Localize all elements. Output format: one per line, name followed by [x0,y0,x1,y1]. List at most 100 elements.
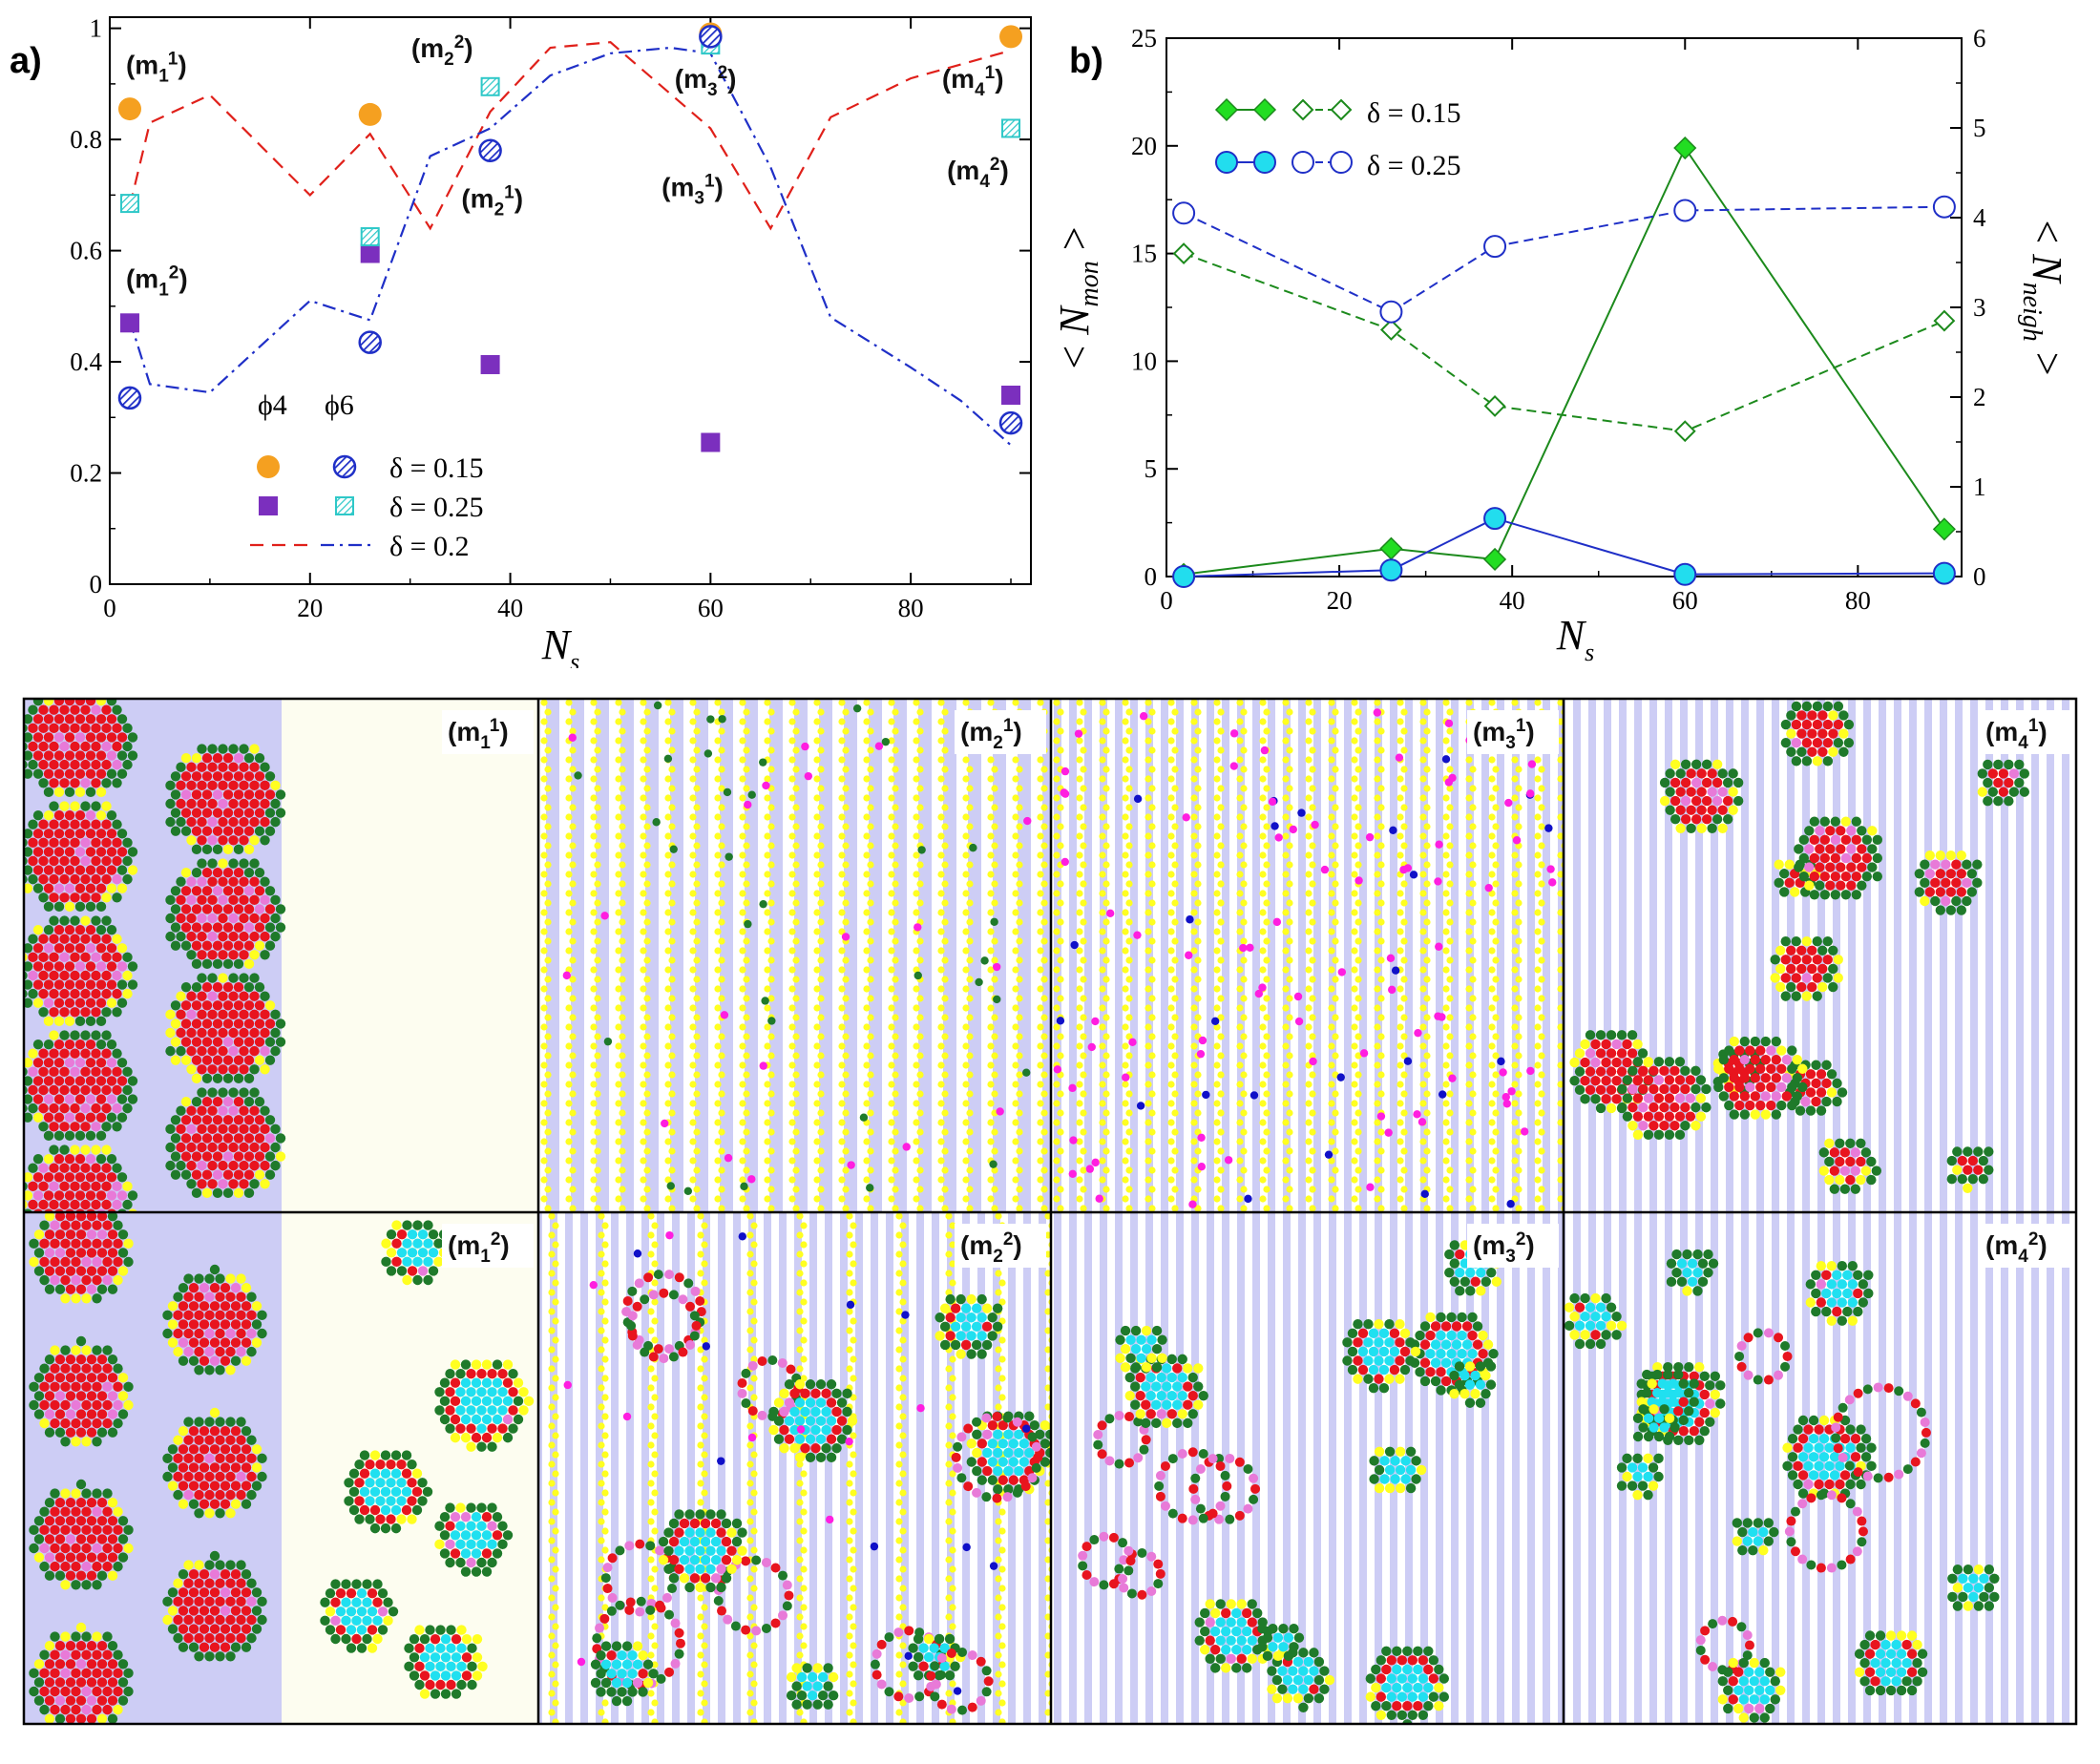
particle [1332,899,1339,907]
particle [1538,1205,1545,1212]
particle [28,1084,38,1096]
particle [64,1094,75,1104]
particle [792,746,800,754]
particle [813,909,821,916]
particle [249,1009,260,1020]
particle [1829,1147,1840,1158]
particle [1377,995,1385,1002]
particle [86,1427,97,1438]
particle [863,1042,871,1050]
particle [1188,1200,1197,1208]
particle [455,1368,466,1379]
particle [739,1061,746,1069]
particle [1729,1073,1739,1083]
particle [64,883,75,893]
particle [492,1359,503,1370]
particle [1400,1205,1408,1212]
particle [1707,768,1717,779]
particle [43,1130,54,1142]
particle [1053,890,1060,897]
legend-marker-phi4-0.25 [259,496,278,515]
particle [212,886,223,896]
particle [1102,918,1110,926]
particle [1099,813,1106,821]
particle [1423,899,1431,907]
particle [112,1007,122,1018]
particle [60,1580,71,1590]
particle [1057,899,1064,907]
particle [194,1596,204,1607]
particle [1167,871,1175,878]
particle [1080,1014,1087,1021]
particle [1354,1052,1362,1060]
data-point-2-1 [1379,558,1403,582]
particle [1956,887,1967,897]
particle [1664,1075,1675,1085]
particle [594,956,601,964]
particle [165,894,176,906]
particle [718,861,725,869]
particle [1122,1100,1129,1107]
particle [1286,746,1293,754]
particle [243,789,255,800]
particle [92,1256,102,1268]
particle [1423,1147,1431,1155]
particle [1515,1090,1522,1098]
particle [75,1479,87,1490]
particle [96,1695,108,1706]
particle [867,766,874,773]
particle [544,785,552,792]
particle [1263,766,1270,773]
particle [1469,918,1477,926]
particle [801,742,809,751]
particle [1690,814,1702,825]
particle [64,699,75,706]
particle [788,1023,796,1031]
particle [640,775,647,783]
particle [1775,945,1786,956]
particle [1800,1096,1811,1107]
particle [173,1435,183,1445]
particle [1465,928,1473,935]
particle [1016,1166,1023,1174]
particle [590,871,598,878]
particle [718,746,725,754]
x-tick-label: 60 [1672,586,1698,615]
particle [236,1346,246,1357]
particle [1442,928,1450,935]
particle [220,1355,231,1366]
particle [167,1319,178,1330]
particle [188,1499,200,1509]
particle [640,1081,647,1088]
particle [199,1499,210,1509]
particle [838,1004,846,1012]
particle [739,985,746,993]
particle [1171,1014,1179,1021]
particle [1389,826,1397,835]
particle [1739,1109,1750,1120]
particle [1213,890,1221,897]
particle [251,1301,262,1312]
particle [1707,787,1717,797]
particle [39,1381,50,1393]
particle [640,718,647,725]
particle [86,1248,97,1258]
particle [1557,1195,1564,1203]
particle [122,759,133,770]
particle [718,956,725,964]
particle [1595,1030,1606,1040]
particle [1781,1054,1792,1065]
particle [220,1587,231,1598]
particle [1122,1042,1129,1050]
particle [817,1205,825,1212]
particle [1194,804,1202,811]
particle [39,1418,50,1429]
particle [615,1138,622,1145]
particle [842,956,850,964]
particle [1171,766,1179,773]
particle [693,1128,701,1136]
particle [1213,1100,1221,1107]
particle [71,1704,81,1715]
particle [64,1130,75,1142]
